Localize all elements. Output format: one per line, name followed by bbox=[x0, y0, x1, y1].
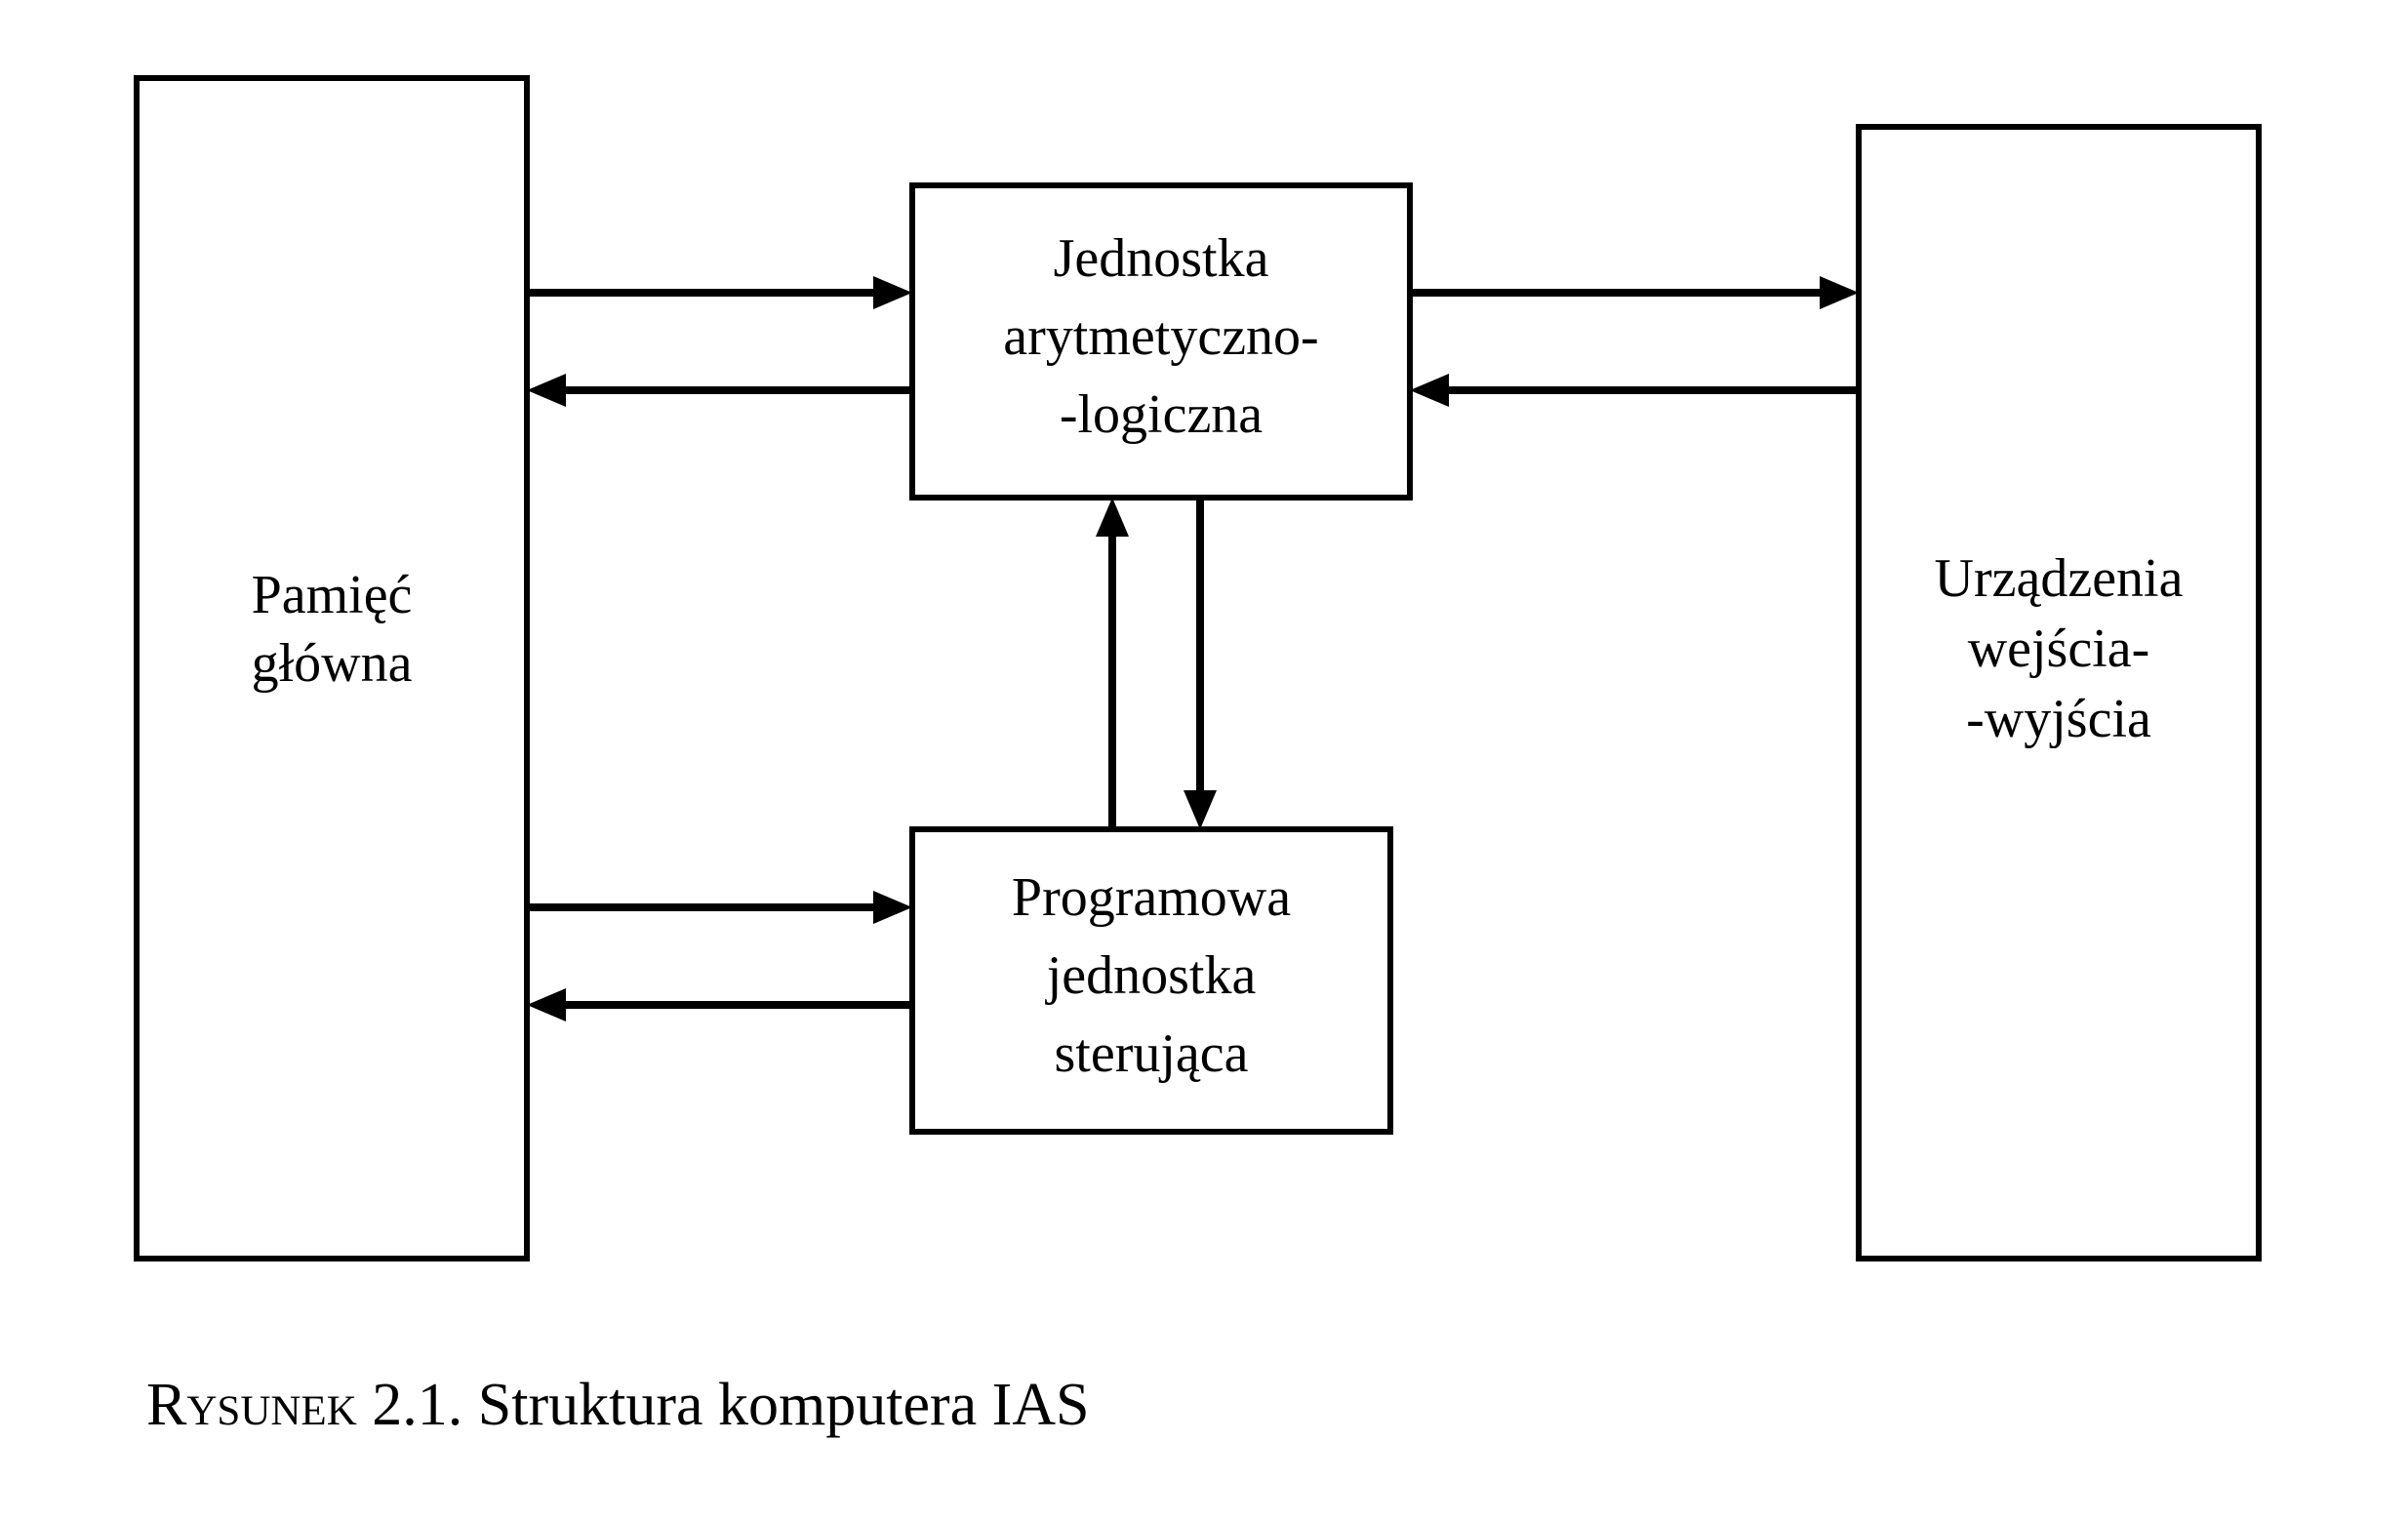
node-alu-label: -logiczna bbox=[1060, 384, 1263, 445]
node-control-label: sterująca bbox=[1055, 1023, 1249, 1084]
arrow-head bbox=[873, 276, 912, 309]
arrow-head bbox=[1820, 276, 1859, 309]
node-alu-label: Jednostka bbox=[1054, 228, 1269, 289]
node-alu-label: arytmetyczno- bbox=[1003, 306, 1318, 367]
figure-caption: Rysunek 2.1. Struktura komputera IAS bbox=[146, 1372, 1090, 1438]
node-control-label: jednostka bbox=[1045, 945, 1257, 1006]
node-io-label: -wyjścia bbox=[1966, 689, 2151, 749]
node-control-label: Programowa bbox=[1012, 867, 1291, 928]
node-io-label: Urządzenia bbox=[1935, 548, 2184, 609]
node-io-label: wejścia- bbox=[1968, 619, 2150, 679]
arrow-head bbox=[1096, 498, 1129, 537]
arrow-head bbox=[527, 374, 566, 407]
arrow-head bbox=[527, 988, 566, 1021]
arrow-head bbox=[1410, 374, 1449, 407]
arrow-head bbox=[1184, 790, 1217, 829]
node-memory-label: Pamięć bbox=[252, 565, 413, 625]
arrow-head bbox=[873, 891, 912, 924]
node-memory-label: główna bbox=[252, 633, 413, 694]
